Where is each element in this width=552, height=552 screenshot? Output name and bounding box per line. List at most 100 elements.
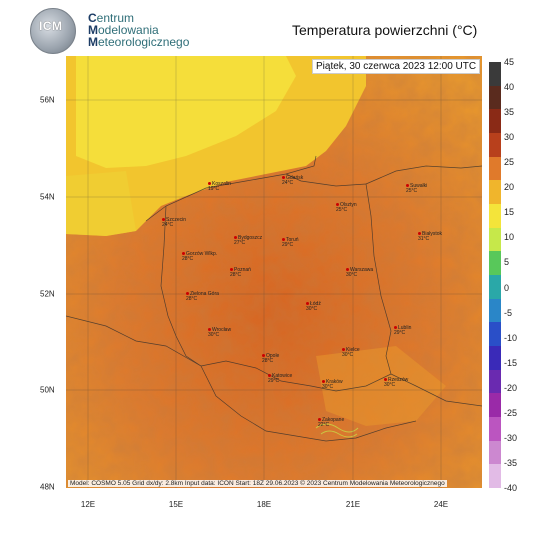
map-canvas <box>66 56 482 488</box>
colorbar-segment <box>489 180 501 205</box>
colorbar-tick-label: 15 <box>504 207 515 218</box>
city-lodz: Łódź 30°C <box>306 301 321 312</box>
city-dot <box>418 232 421 235</box>
colorbar-segment <box>489 393 501 418</box>
city-szczecin: Szczecin 24°C <box>162 217 187 228</box>
city-warszawa: Warszawa 30°C <box>346 267 374 278</box>
city-dot <box>208 182 211 185</box>
colorbar-tick-label: 45 <box>504 57 515 67</box>
colorbar-tick-label: 0 <box>504 282 510 293</box>
colorbar-tick-label: -15 <box>504 357 518 368</box>
colorbar-segment <box>489 298 501 323</box>
colorbar-tick-label: -20 <box>504 382 518 393</box>
logo-text: ICM <box>39 19 63 33</box>
colorbar-segment <box>489 85 501 110</box>
colorbar-segment <box>489 251 501 276</box>
colorbar-tick-label: 10 <box>504 232 515 243</box>
city-suwalki: Suwałki 25°C <box>406 183 428 194</box>
city-dot <box>306 302 309 305</box>
city-katowice: Katowice 29°C <box>268 373 293 384</box>
colorbar-tick-label: 20 <box>504 182 515 193</box>
city-krakow: Kraków 30°C <box>322 379 343 390</box>
map-title: Temperatura powierzchni (°C) <box>292 22 478 38</box>
colorbar-segment <box>489 275 501 300</box>
colorbar-segment <box>489 62 501 87</box>
city-gdansk: Gdańsk 24°C <box>282 175 304 186</box>
colorbar-tick-label: -10 <box>504 332 518 343</box>
colorbar-segment <box>489 227 501 252</box>
lon-label-21e: 21E <box>345 500 361 509</box>
colorbar-tick-label: 5 <box>504 257 510 268</box>
forecast-datetime: Piątek, 30 czerwca 2023 12:00 UTC <box>312 59 481 74</box>
colorbar-tick-label: -30 <box>504 432 518 443</box>
lat-label-48n: 48N <box>40 482 55 492</box>
city-dot <box>346 268 349 271</box>
lon-label-24e: 24E <box>433 500 449 509</box>
city-opole: Opole 28°C <box>262 353 280 364</box>
city-wroclaw: Wrocław 30°C <box>208 327 232 338</box>
city-koszalin: Koszalin 19°C <box>208 181 231 192</box>
city-dot <box>262 354 265 357</box>
colorbar-segment <box>489 322 501 347</box>
city-dot <box>208 328 211 331</box>
colorbar-segment <box>489 464 501 489</box>
lat-label-54n: 54N <box>40 192 55 202</box>
sea-cool-area <box>76 56 296 168</box>
city-dot <box>394 326 397 329</box>
colorbar-tick-label: 40 <box>504 82 515 93</box>
denmark-coast <box>66 171 136 236</box>
org-line-3: Meteorologicznego <box>88 35 190 49</box>
city-dot <box>282 238 285 241</box>
graticule <box>66 56 482 488</box>
colorbar-segment <box>489 133 501 158</box>
org-line-1: Centrum <box>88 11 135 25</box>
city-dot <box>282 176 285 179</box>
colorbar-segment <box>489 440 501 465</box>
city-kielce: Kielce 30°C <box>342 347 360 358</box>
lat-label-56n: 56N <box>40 95 55 105</box>
city-dot <box>182 252 185 255</box>
colorbar-tick-label: 25 <box>504 157 515 168</box>
city-poznan: Poznań 28°C <box>230 267 251 278</box>
colorbar-tick-label: -35 <box>504 457 518 468</box>
colorbar-tick-label: 30 <box>504 132 515 143</box>
temperature-map: Koszalin 19°C Gdańsk 24°C Olsztyn 25°C Suwa… <box>66 56 482 488</box>
city-rzeszow: Rzeszów 30°C <box>384 377 409 388</box>
city-olsztyn: Olsztyn 25°C <box>336 202 357 213</box>
city-dot <box>318 418 321 421</box>
city-dot <box>162 218 165 221</box>
city-dot <box>406 184 409 187</box>
colorbar-tick-label: -25 <box>504 407 518 418</box>
city-zielona-gora: Zielona Góra 28°C <box>186 291 219 302</box>
city-dot <box>186 292 189 295</box>
colorbar-segment <box>489 369 501 394</box>
lat-label-52n: 52N <box>40 289 55 299</box>
city-dot <box>230 268 233 271</box>
city-lublin: Lublin 29°C <box>394 325 412 336</box>
icm-logo: ICM <box>30 8 76 54</box>
lon-label-12e: 12E <box>80 500 96 509</box>
city-dot <box>268 374 271 377</box>
org-line-2: Modelowania <box>88 23 159 37</box>
city-dot <box>322 380 325 383</box>
lon-label-18e: 18E <box>256 500 272 509</box>
colorbar-segment <box>489 204 501 229</box>
city-bialystok: Białystok 31°C <box>418 231 443 242</box>
city-dot <box>336 203 339 206</box>
city-dot <box>234 236 237 239</box>
city-gorzow: Gorzów Wlkp. 28°C <box>182 251 218 262</box>
colorbar-segment <box>489 109 501 134</box>
colorbar-segment <box>489 346 501 371</box>
lon-label-15e: 15E <box>168 500 184 509</box>
colorbar-segment <box>489 156 501 181</box>
city-dot <box>342 348 345 351</box>
city-dot <box>384 378 387 381</box>
colorbar-tick-label: -5 <box>504 307 513 318</box>
country-borders <box>66 155 482 442</box>
organization-name: Centrum Modelowania Meteorologicznego <box>88 12 189 48</box>
temperature-colorbar <box>489 62 501 489</box>
colorbar-tick-label: 35 <box>504 107 515 118</box>
carpathians <box>316 346 446 426</box>
city-bydgoszcz: Bydgoszcz 27°C <box>234 235 263 246</box>
city-torun: Toruń 29°C <box>282 237 299 248</box>
